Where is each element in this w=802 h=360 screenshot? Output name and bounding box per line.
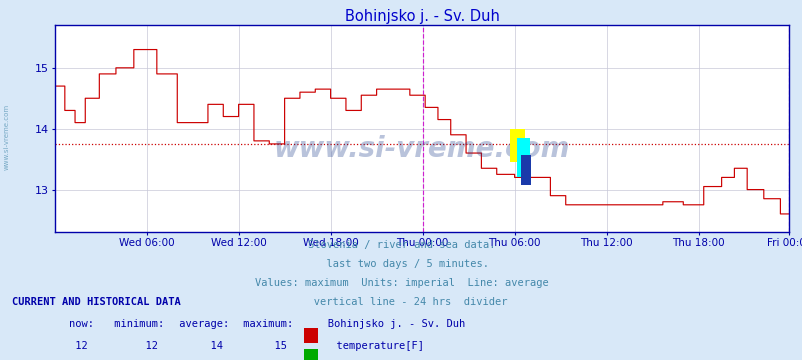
Text: maximum:: maximum: xyxy=(237,319,293,329)
Text: last two days / 5 minutes.: last two days / 5 minutes. xyxy=(314,259,488,269)
Text: CURRENT AND HISTORICAL DATA: CURRENT AND HISTORICAL DATA xyxy=(12,297,180,307)
Bar xyxy=(520,155,531,185)
Text: Bohinjsko j. - Sv. Duh: Bohinjsko j. - Sv. Duh xyxy=(309,319,465,329)
Bar xyxy=(509,129,525,162)
Text: 15: 15 xyxy=(237,341,286,351)
Text: 14: 14 xyxy=(172,341,222,351)
Text: 12: 12 xyxy=(44,341,87,351)
Text: average:: average: xyxy=(172,319,229,329)
Text: www.si-vreme.com: www.si-vreme.com xyxy=(273,135,569,163)
Text: 12: 12 xyxy=(108,341,158,351)
Text: Slovenia / river and sea data.: Slovenia / river and sea data. xyxy=(307,240,495,251)
Text: vertical line - 24 hrs  divider: vertical line - 24 hrs divider xyxy=(295,297,507,307)
Text: Values: maximum  Units: imperial  Line: average: Values: maximum Units: imperial Line: av… xyxy=(254,278,548,288)
Text: temperature[F]: temperature[F] xyxy=(323,341,423,351)
Text: www.si-vreme.com: www.si-vreme.com xyxy=(3,104,9,170)
Title: Bohinjsko j. - Sv. Duh: Bohinjsko j. - Sv. Duh xyxy=(344,9,499,24)
Bar xyxy=(516,138,529,177)
Text: minimum:: minimum: xyxy=(108,319,164,329)
Text: now:: now: xyxy=(44,319,94,329)
